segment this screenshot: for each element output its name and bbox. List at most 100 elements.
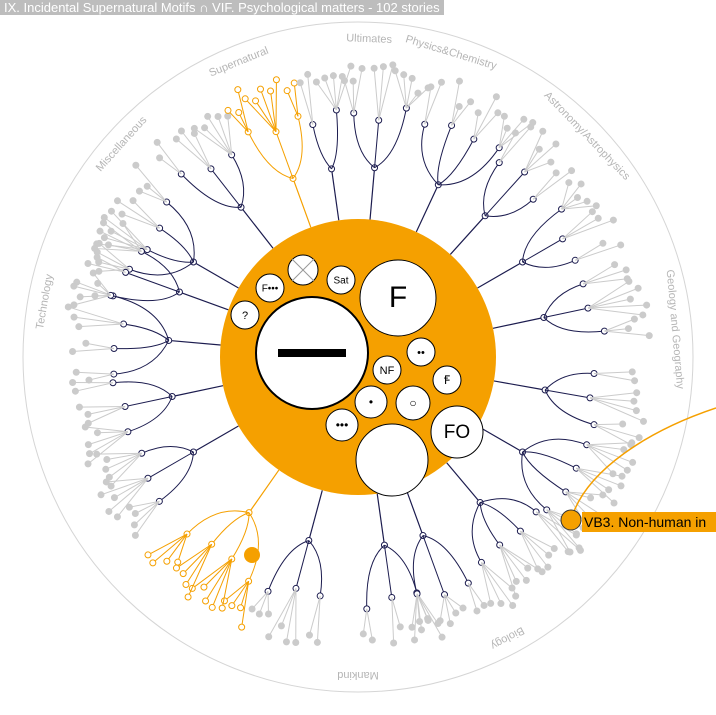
- bubble[interactable]: [432, 365, 462, 395]
- leaf-node[interactable]: [390, 639, 398, 647]
- leaf-node[interactable]: [256, 85, 264, 93]
- leaf-node[interactable]: [522, 576, 530, 584]
- leaf-node[interactable]: [272, 76, 280, 84]
- leaf-node[interactable]: [172, 135, 180, 143]
- leaf-node[interactable]: [89, 269, 97, 277]
- leaf-node[interactable]: [130, 521, 138, 529]
- leaf-node[interactable]: [349, 77, 357, 85]
- leaf-node[interactable]: [452, 609, 460, 617]
- leaf-node[interactable]: [587, 494, 595, 502]
- leaf-node[interactable]: [503, 124, 511, 132]
- leaf-node[interactable]: [84, 441, 92, 449]
- leaf-node[interactable]: [100, 219, 108, 227]
- leaf-node[interactable]: [113, 513, 121, 521]
- leaf-node[interactable]: [577, 180, 585, 188]
- leaf-node[interactable]: [408, 623, 416, 631]
- leaf-node[interactable]: [628, 439, 636, 447]
- leaf-node[interactable]: [634, 284, 642, 292]
- leaf-node[interactable]: [132, 161, 140, 169]
- leaf-node[interactable]: [102, 478, 110, 486]
- leaf-node[interactable]: [163, 557, 171, 565]
- leaf-node[interactable]: [552, 169, 560, 177]
- leaf-node[interactable]: [290, 79, 298, 87]
- leaf-node[interactable]: [347, 62, 355, 70]
- leaf-node[interactable]: [520, 115, 528, 123]
- leaf-node[interactable]: [535, 145, 543, 153]
- leaf-node[interactable]: [218, 604, 226, 612]
- leaf-node[interactable]: [605, 486, 613, 494]
- leaf-node[interactable]: [102, 465, 110, 473]
- leaf-node[interactable]: [100, 234, 108, 242]
- leaf-node[interactable]: [487, 599, 495, 607]
- leaf-node[interactable]: [190, 124, 198, 132]
- leaf-node[interactable]: [547, 158, 555, 166]
- leaf-node[interactable]: [545, 551, 553, 559]
- leaf-node[interactable]: [144, 551, 152, 559]
- leaf-node[interactable]: [611, 261, 619, 269]
- leaf-node[interactable]: [110, 494, 118, 502]
- leaf-node[interactable]: [85, 376, 93, 384]
- leaf-node[interactable]: [304, 70, 312, 78]
- leaf-node[interactable]: [389, 61, 397, 69]
- leaf-node[interactable]: [95, 267, 103, 275]
- leaf-node[interactable]: [149, 559, 157, 567]
- leaf-node[interactable]: [588, 208, 596, 216]
- leaf-node[interactable]: [234, 86, 242, 94]
- leaf-node[interactable]: [105, 473, 113, 481]
- leaf-node[interactable]: [396, 623, 404, 631]
- leaf-node[interactable]: [592, 202, 600, 210]
- leaf-node[interactable]: [552, 140, 560, 148]
- leaf-node[interactable]: [107, 482, 115, 490]
- leaf-node[interactable]: [255, 610, 263, 618]
- bubble[interactable]: [372, 355, 402, 385]
- leaf-node[interactable]: [283, 87, 291, 95]
- bubble[interactable]: [355, 423, 429, 497]
- leaf-node[interactable]: [204, 112, 212, 120]
- leaf-node[interactable]: [544, 563, 552, 571]
- leaf-node[interactable]: [565, 179, 573, 187]
- leaf-node[interactable]: [84, 460, 92, 468]
- leaf-node[interactable]: [630, 315, 638, 323]
- leaf-node[interactable]: [437, 78, 445, 86]
- leaf-node[interactable]: [177, 127, 185, 135]
- leaf-node[interactable]: [573, 194, 581, 202]
- leaf-node[interactable]: [70, 301, 78, 309]
- leaf-node[interactable]: [84, 259, 92, 267]
- leaf-node[interactable]: [370, 64, 378, 72]
- leaf-node[interactable]: [156, 154, 164, 162]
- leaf-node[interactable]: [238, 623, 246, 631]
- leaf-node[interactable]: [639, 417, 647, 425]
- leaf-node[interactable]: [174, 558, 182, 566]
- leaf-node[interactable]: [564, 548, 572, 556]
- leaf-node[interactable]: [86, 450, 94, 458]
- leaf-node[interactable]: [379, 63, 387, 71]
- leaf-node[interactable]: [312, 78, 320, 86]
- leaf-node[interactable]: [71, 387, 79, 395]
- leaf-node[interactable]: [391, 67, 399, 75]
- leaf-node[interactable]: [143, 182, 151, 190]
- leaf-node[interactable]: [622, 266, 630, 274]
- leaf-node[interactable]: [70, 313, 78, 321]
- leaf-node[interactable]: [118, 210, 126, 218]
- leaf-node[interactable]: [202, 597, 210, 605]
- leaf-node[interactable]: [104, 241, 112, 249]
- leaf-node[interactable]: [497, 600, 505, 608]
- leaf-node[interactable]: [632, 407, 640, 415]
- bubble[interactable]: [395, 385, 431, 421]
- leaf-node[interactable]: [129, 197, 137, 205]
- leaf-node[interactable]: [277, 622, 285, 630]
- bubble[interactable]: [354, 385, 388, 419]
- leaf-node[interactable]: [459, 604, 467, 612]
- leaf-node[interactable]: [434, 620, 442, 628]
- leaf-node[interactable]: [424, 616, 432, 624]
- leaf-node[interactable]: [512, 577, 520, 585]
- leaf-node[interactable]: [635, 434, 643, 442]
- leaf-node[interactable]: [620, 446, 628, 454]
- leaf-node[interactable]: [408, 74, 416, 82]
- leaf-node[interactable]: [473, 607, 481, 615]
- leaf-node[interactable]: [512, 592, 520, 600]
- leaf-node[interactable]: [511, 129, 519, 137]
- leaf-node[interactable]: [609, 470, 617, 478]
- leaf-node[interactable]: [599, 239, 607, 247]
- bubble[interactable]: [406, 337, 436, 367]
